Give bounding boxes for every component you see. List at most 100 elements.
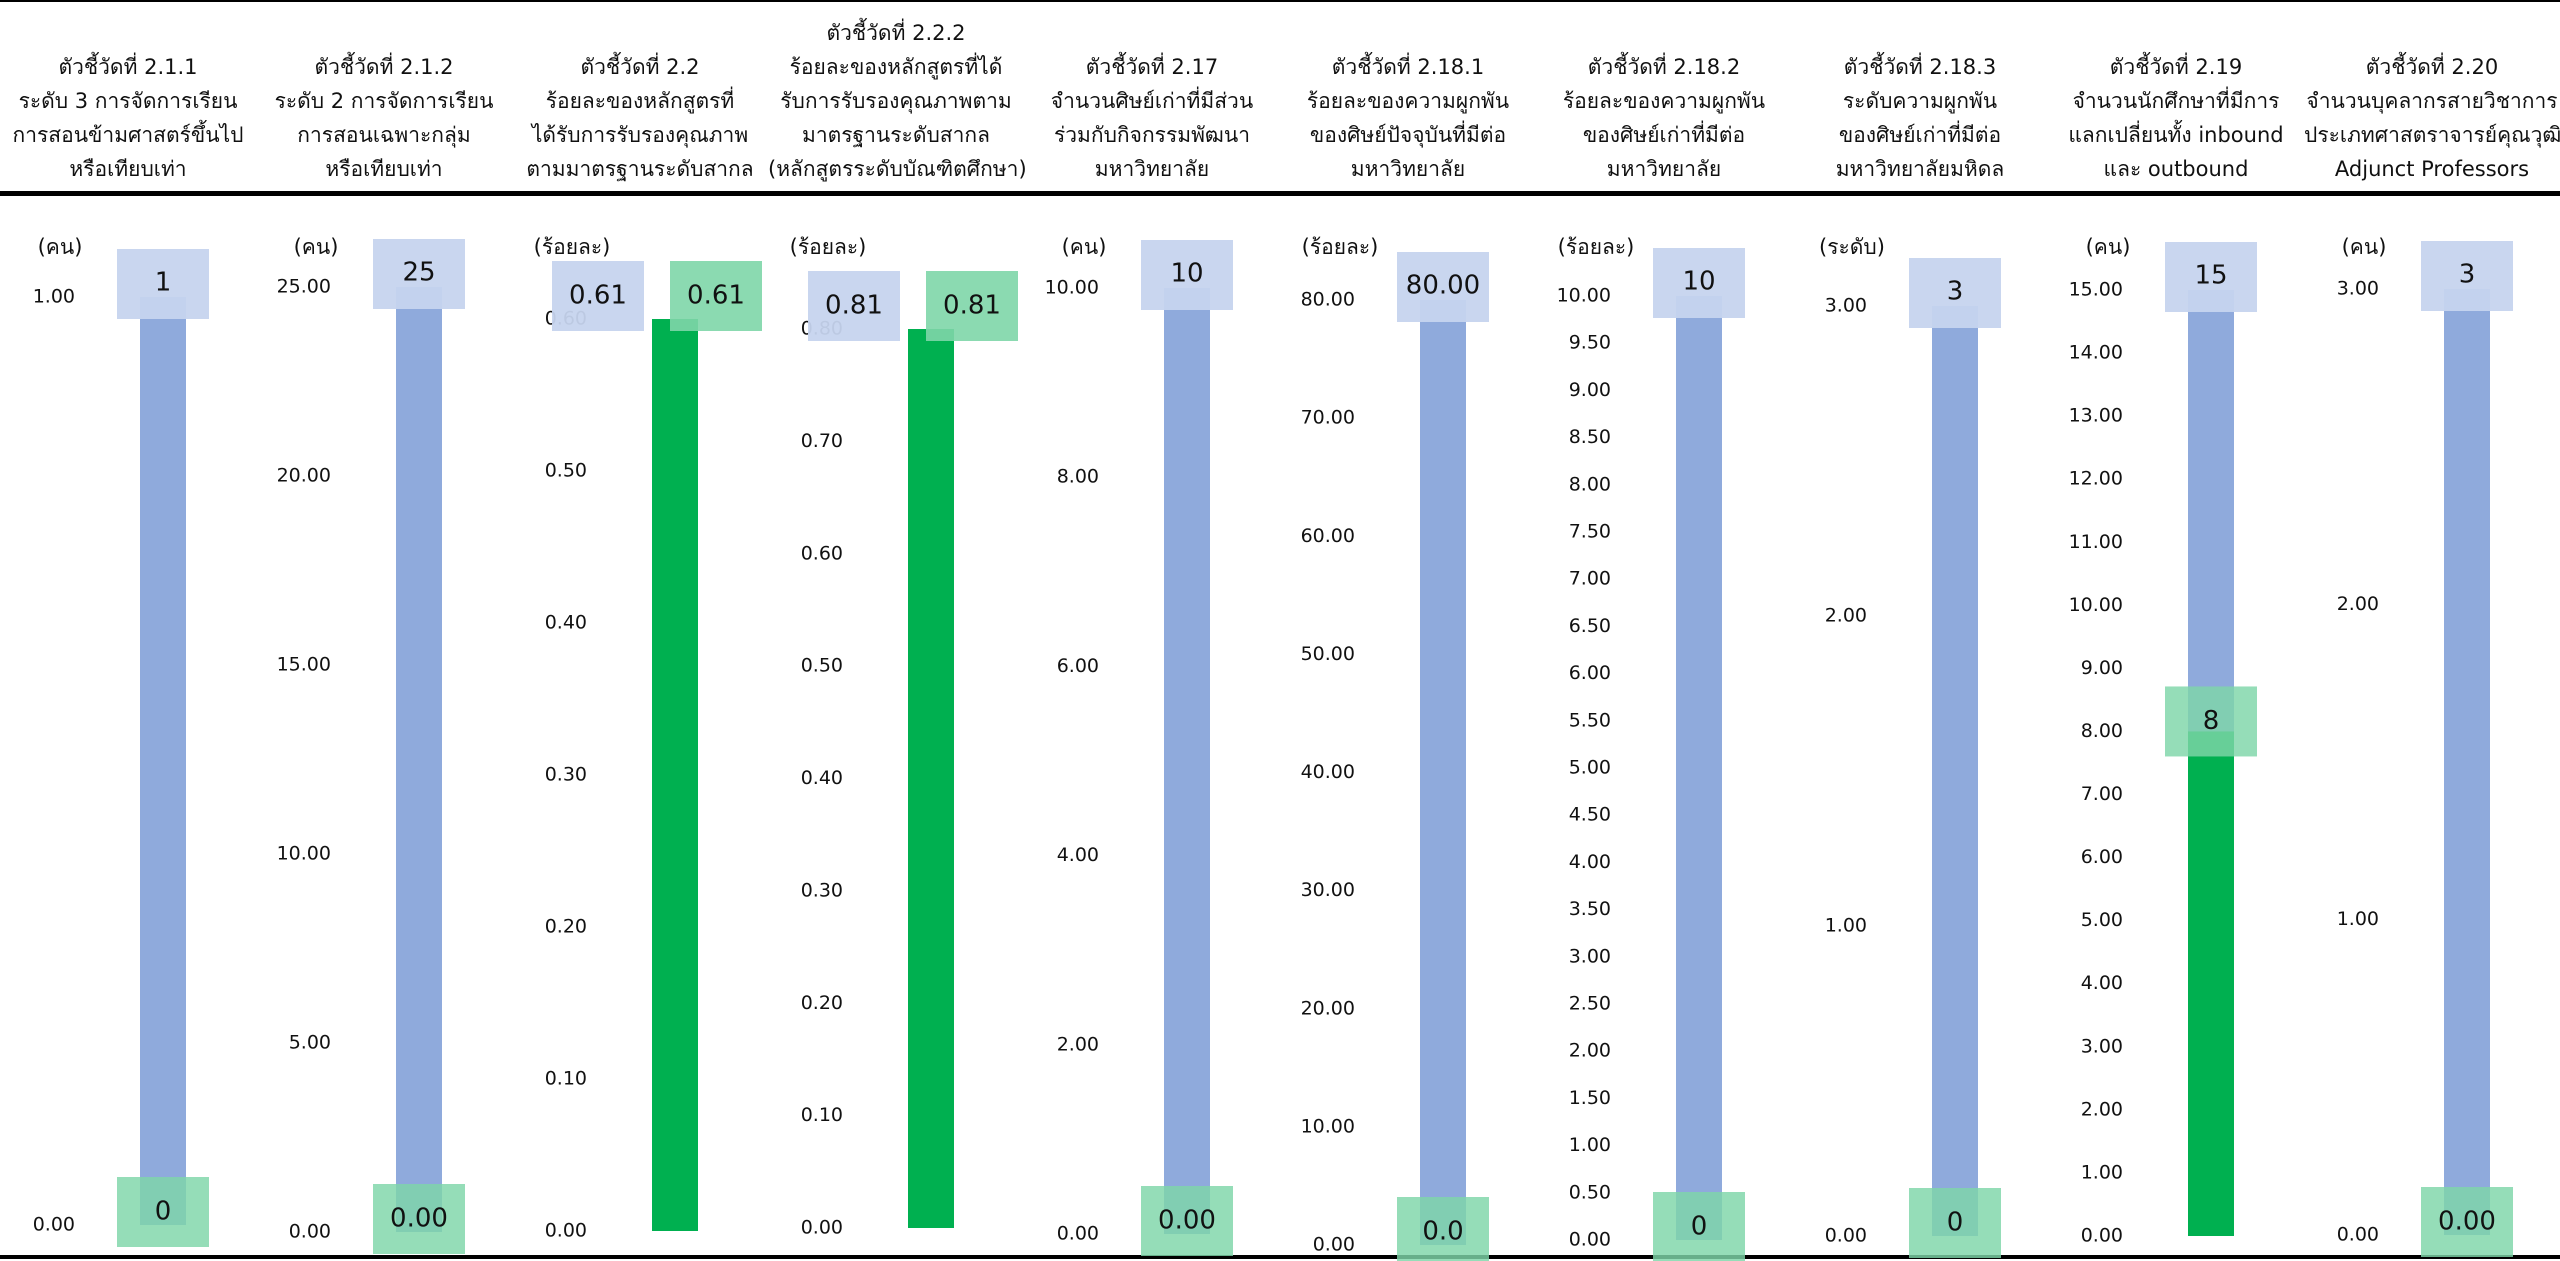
kpi-title-line: ของศิษย์เก่าที่มีต่อ	[1582, 123, 1746, 147]
y-tick-label: 1.50	[1569, 1087, 1611, 1109]
kpi-title-line: จำนวนศิษย์เก่าที่มีส่วน	[1050, 89, 1254, 113]
y-tick-label: 7.50	[1569, 521, 1611, 543]
actual-value-label: 0.61	[687, 281, 745, 311]
y-tick-label: 9.00	[1569, 379, 1611, 401]
target-label-box	[808, 271, 900, 341]
actual-value-label: 0	[155, 1197, 172, 1227]
kpi-chart-6: (ร้อยละ) 0.00 10.00 20.00 30.00 40.00 50.00 60.…	[1301, 235, 1489, 1261]
y-tick-label: 0.50	[545, 460, 587, 482]
y-tick-label: 60.00	[1301, 525, 1355, 547]
kpi-title-6: ตัวชี้วัดที่ 2.18.1 ร้อยละของความผูกพัน ขอ…	[1280, 0, 1536, 190]
y-tick-label: 0.70	[801, 430, 843, 452]
kpi-title-line: ตัวชี้วัดที่ 2.18.3	[1843, 55, 1997, 79]
y-tick-label: 8.50	[1569, 426, 1611, 448]
target-bar	[396, 287, 442, 1232]
y-tick-label: 25.00	[277, 276, 331, 298]
y-tick-label: 0.00	[1057, 1223, 1099, 1245]
kpi-title-line: ตัวชี้วัดที่ 2.2	[580, 55, 700, 79]
actual-value-label: 8	[2203, 706, 2220, 736]
y-tick-label: 0.00	[801, 1217, 843, 1239]
kpi-title-line: รับการรับรองคุณภาพตาม	[780, 89, 1012, 113]
target-value-label: 1	[155, 268, 172, 298]
kpi-title-line: จำนวนบุคลากรสายวิชาการ	[2306, 89, 2558, 113]
kpi-title-line: มาตรฐานระดับสากล	[801, 123, 990, 147]
kpi-title-line: หรือเทียบเท่า	[69, 157, 187, 181]
y-tick-label: 6.00	[1057, 655, 1099, 677]
y-unit-label: (ร้อยละ)	[790, 235, 867, 259]
target-label-box	[1397, 252, 1489, 322]
y-tick-label: 0.20	[801, 992, 843, 1014]
y-tick-label: 8.00	[2081, 720, 2123, 742]
kpi-title-line: ตัวชี้วัดที่ 2.1.1	[58, 55, 198, 79]
kpi-chart-3: (ร้อยละ)0.000.100.200.300.400.500.600.61…	[534, 235, 762, 1242]
y-tick-label: 15.00	[277, 654, 331, 676]
y-unit-label: (ร้อยละ)	[534, 235, 611, 259]
y-tick-label: 7.00	[1569, 568, 1611, 590]
target-label-box	[2421, 241, 2513, 311]
kpi-chart-8: (ระดับ) 0.00 1.00 2.00 3.00 3 0	[1819, 235, 2001, 1258]
y-tick-label: 13.00	[2069, 405, 2123, 427]
y-tick-label: 9.00	[2081, 657, 2123, 679]
actual-value-label: 0	[1947, 1208, 1964, 1238]
kpi-title-10: ตัวชี้วัดที่ 2.20 จำนวนบุคลากรสายวิชาการป…	[2304, 0, 2560, 190]
y-tick-label: 0.00	[1825, 1225, 1867, 1247]
target-value-label: 0.61	[569, 281, 627, 311]
kpi-title-line: ของศิษย์ปัจจุบันที่มีต่อ	[1309, 123, 1507, 147]
y-tick-label: 2.00	[2081, 1098, 2123, 1120]
kpi-title-line: มหาวิทยาลัยมหิดล	[1835, 157, 2005, 181]
y-tick-label: 10.00	[1557, 285, 1611, 307]
actual-label-box	[1397, 1197, 1489, 1261]
actual-label-box	[2421, 1187, 2513, 1257]
kpi-title-4: ตัวชี้วัดที่ 2.2.2 ร้อยละของหลักสูตรที่ได…	[768, 0, 1027, 190]
target-label-box	[117, 249, 209, 319]
kpi-title-line: มหาวิทยาลัย	[1350, 157, 1466, 181]
actual-value-label: 0.00	[2438, 1207, 2496, 1237]
y-tick-label: 5.50	[1569, 709, 1611, 731]
y-tick-label: 0.00	[1313, 1234, 1355, 1256]
y-tick-label: 5.00	[1569, 757, 1611, 779]
y-tick-label: 10.00	[1045, 277, 1099, 299]
y-tick-label: 0.60	[801, 542, 843, 564]
y-tick-label: 1.00	[1569, 1134, 1611, 1156]
kpi-title-line: ร้อยละของหลักสูตรที่ได้	[789, 55, 1003, 79]
y-tick-label: 5.00	[289, 1032, 331, 1054]
actual-value-label: 0.0	[1422, 1217, 1463, 1247]
y-tick-label: 2.00	[2337, 593, 2379, 615]
y-tick-label: 20.00	[1301, 997, 1355, 1019]
y-tick-label: 0.00	[289, 1221, 331, 1243]
top-border	[0, 0, 2560, 2]
kpi-title-line: ประเภทศาสตราจารย์คุณวุฒิ	[2304, 123, 2560, 147]
kpi-title-2: ตัวชี้วัดที่ 2.1.2 ระดับ 2 การจัดการเรียน…	[256, 0, 512, 190]
y-tick-label: 9.50	[1569, 332, 1611, 354]
kpi-title-line: ร้อยละของความผูกพัน	[1562, 89, 1766, 113]
y-tick-label: 4.00	[1057, 844, 1099, 866]
kpi-title-line: การสอนเฉพาะกลุ่ม	[297, 123, 471, 147]
kpi-title-line: ตัวชี้วัดที่ 2.19	[2109, 55, 2243, 79]
y-tick-label: 14.00	[2069, 342, 2123, 364]
target-label-box	[1653, 248, 1745, 318]
y-tick-label: 6.50	[1569, 615, 1611, 637]
kpi-title-line: ร้อยละของความผูกพัน	[1306, 89, 1510, 113]
y-tick-label: 15.00	[2069, 279, 2123, 301]
actual-label-box	[373, 1184, 465, 1254]
actual-bar	[908, 329, 954, 1228]
y-tick-label: 3.00	[1825, 295, 1867, 317]
bottom-border	[0, 1255, 2560, 1259]
kpi-title-line: จำนวนนักศึกษาที่มีการ	[2072, 89, 2280, 113]
actual-label-box	[926, 271, 1018, 341]
kpi-title-line: ตามมาตรฐานระดับสากล	[526, 157, 754, 181]
kpi-title-line: ระดับ 2 การจัดการเรียน	[274, 89, 494, 113]
kpi-title-line: มหาวิทยาลัย	[1606, 157, 1722, 181]
y-tick-label: 2.00	[1825, 605, 1867, 627]
y-tick-label: 5.00	[2081, 909, 2123, 931]
y-tick-label: 0.00	[1569, 1229, 1611, 1251]
target-bar	[1420, 300, 1466, 1245]
kpi-chart-10: (คน) 0.00 1.00 2.00 3.00 3 0.00	[2337, 235, 2513, 1257]
y-tick-label: 4.00	[2081, 972, 2123, 994]
target-value-label: 3	[2459, 260, 2476, 290]
target-bar	[1932, 306, 1978, 1236]
kpi-title-line: ตัวชี้วัดที่ 2.17	[1085, 55, 1219, 79]
target-label-box	[2165, 242, 2257, 312]
y-tick-label: 0.50	[801, 655, 843, 677]
